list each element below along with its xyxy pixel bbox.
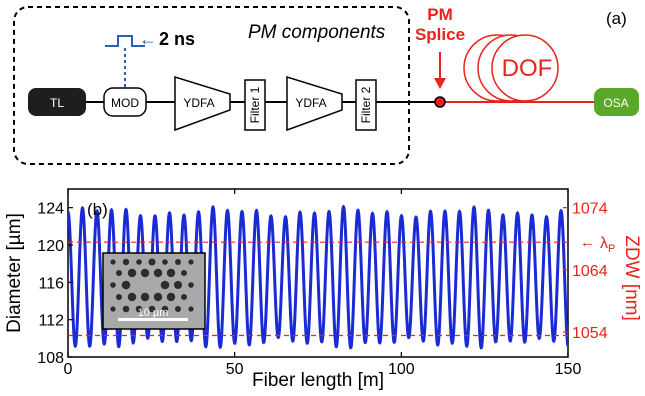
setup-panel: PM components TL ← 2 ns MOD YDFA Filter 1… <box>13 5 639 165</box>
filter1-block <box>244 79 266 131</box>
inset-scale-label: 10 µm <box>138 307 169 319</box>
sem-inset: 10 µm <box>102 252 206 330</box>
pm-components-label: PM components <box>248 22 386 43</box>
x-tick-label: 150 <box>555 361 582 378</box>
lambda-p-marker: ← λP <box>580 234 615 255</box>
splice-point <box>434 96 446 108</box>
y-axis-label: Diameter [µm] <box>4 213 25 333</box>
x-tick-label: 0 <box>64 361 73 378</box>
splice-arrow <box>434 52 446 89</box>
splice-label-line1: PM <box>427 5 453 24</box>
panel-a-label: (a) <box>606 9 627 28</box>
x-axis-ticks: 0 50 100 150 <box>64 189 582 378</box>
pulse-icon <box>105 35 145 88</box>
x-tick-label: 50 <box>226 361 244 378</box>
x-axis-label: Fiber length [m] <box>252 370 384 391</box>
mod-block <box>103 87 147 117</box>
y2-tick-label: 1064 <box>572 263 608 280</box>
y2-axis-label: ZDW [nm] <box>621 235 642 321</box>
pm-components-box <box>13 6 410 165</box>
ydfa1-amplifier <box>174 75 231 132</box>
tl-block <box>28 88 86 116</box>
y2-tick-label: 1054 <box>572 325 608 342</box>
pulse-width-label: ← 2 ns <box>139 29 195 49</box>
panel-b-label: (b) <box>87 200 108 219</box>
filter1-label: Filter 1 <box>248 86 262 123</box>
lambda-p-arrow: ← <box>580 234 595 251</box>
mod-label: MOD <box>111 96 139 110</box>
lambda-p-label: λP <box>600 235 615 255</box>
filter2-block <box>355 79 377 131</box>
osa-block <box>594 88 639 116</box>
y2-axis-ticks: 1054 1064 1074 <box>563 201 608 342</box>
filter2-label: Filter 2 <box>359 86 373 123</box>
dof-coil <box>463 34 559 102</box>
osa-label: OSA <box>603 96 628 110</box>
tl-label: TL <box>50 96 64 110</box>
y-tick-label: 124 <box>37 201 64 218</box>
x-tick-label: 100 <box>388 361 415 378</box>
plot-panel: 10 µm (b) 0 50 100 150 108 112 116 120 124 1054… <box>4 188 642 391</box>
y-axis-ticks: 108 112 116 120 124 <box>37 201 73 367</box>
ydfa1-label: YDFA <box>183 96 214 110</box>
splice-label-line2: Splice <box>415 25 465 44</box>
y-tick-label: 120 <box>37 238 64 255</box>
y-tick-label: 116 <box>38 275 64 292</box>
ydfa2-label: YDFA <box>295 96 326 110</box>
dof-label: DOF <box>502 55 553 82</box>
ydfa2-amplifier <box>286 75 343 132</box>
y-tick-label: 112 <box>38 313 64 330</box>
y2-tick-label: 1074 <box>572 201 608 218</box>
y-tick-label: 108 <box>37 350 64 367</box>
